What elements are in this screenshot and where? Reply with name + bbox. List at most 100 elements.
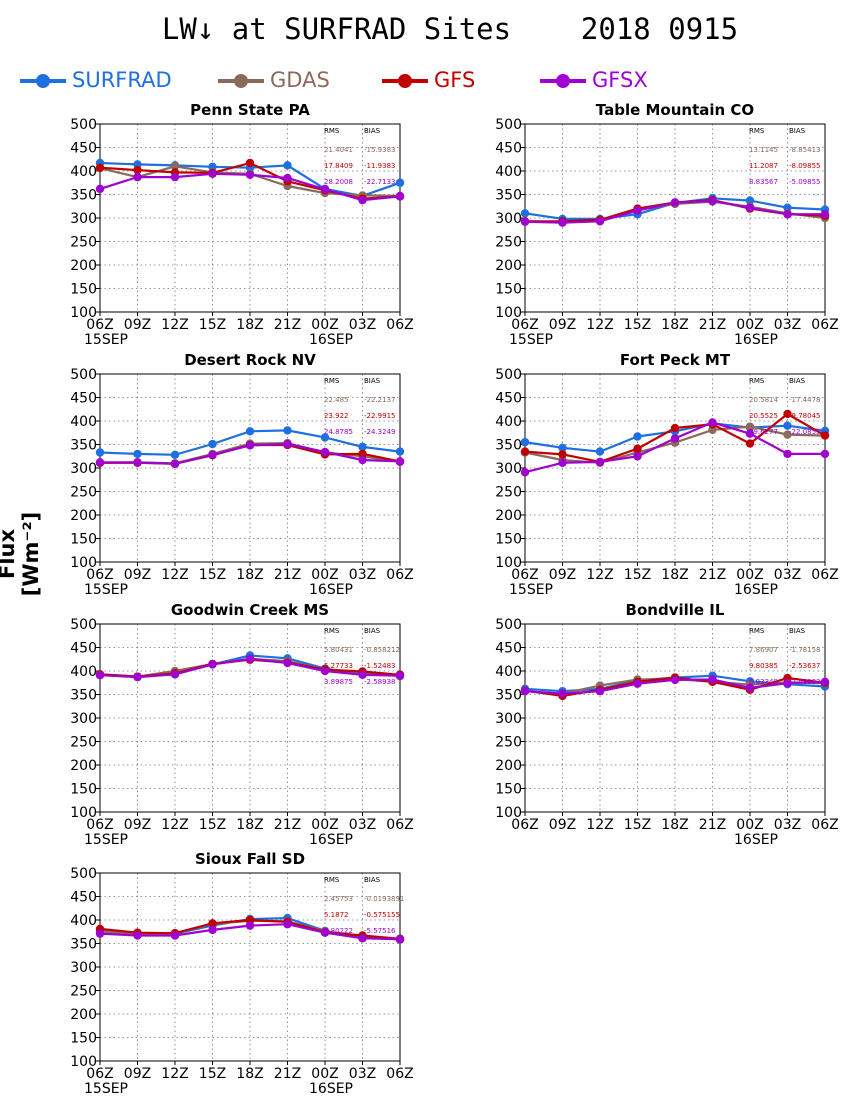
x-date-label: 16SEP	[309, 832, 353, 848]
data-point-gfsx	[820, 210, 830, 219]
x-tick-label: 15Z	[624, 567, 651, 583]
data-point-gfsx	[170, 670, 180, 679]
y-tick-label: 500	[495, 367, 522, 383]
data-point-gfsx	[395, 935, 405, 944]
x-tick-label: 09Z	[124, 317, 151, 333]
y-tick-label: 350	[70, 188, 97, 204]
x-tick-label: 09Z	[549, 317, 576, 333]
x-date-label: 15SEP	[84, 832, 128, 848]
x-tick-label: 12Z	[586, 817, 613, 833]
data-point-surfrad	[633, 432, 642, 441]
data-point-gfsx	[283, 658, 292, 668]
y-tick-label: 450	[70, 141, 97, 157]
x-tick-label: 03Z	[774, 317, 801, 333]
x-tick-label: 12Z	[161, 817, 188, 833]
data-point-gfsx	[208, 660, 217, 669]
y-tick-label: 100	[495, 305, 522, 321]
data-point-gfsx	[745, 203, 755, 212]
x-tick-label: 12Z	[161, 567, 188, 583]
y-tick-label: 400	[70, 913, 97, 929]
y-tick-label: 300	[70, 211, 97, 227]
stats-bias-gfs: -0.575155	[364, 911, 400, 919]
x-tick-label: 09Z	[549, 817, 576, 833]
data-point-surfrad	[745, 196, 755, 205]
x-date-label: 16SEP	[309, 582, 353, 598]
y-tick-label: 350	[495, 188, 522, 204]
data-point-gfsx	[670, 675, 680, 685]
data-point-gfsx	[358, 670, 367, 679]
y-tick-label: 450	[495, 391, 522, 407]
data-point-surfrad	[283, 161, 292, 170]
panel-title: Sioux Fall SD	[195, 850, 305, 868]
x-tick-label: 12Z	[586, 567, 613, 583]
data-point-gfsx	[633, 206, 642, 215]
data-point-surfrad	[95, 448, 105, 457]
y-tick-label: 200	[70, 258, 97, 274]
stats-rms-gdas: 13.1145	[749, 146, 778, 154]
x-tick-label: 12Z	[161, 317, 188, 333]
data-point-surfrad	[133, 449, 142, 459]
data-point-surfrad	[520, 209, 530, 218]
stats-header-bias: BIAS	[789, 627, 806, 635]
y-tick-label: 200	[495, 758, 522, 774]
y-tick-label: 150	[70, 532, 97, 548]
stats-header-bias: BIAS	[364, 377, 381, 385]
data-point-gfsx	[358, 195, 367, 205]
y-tick-label: 250	[70, 735, 97, 751]
x-tick-label: 15Z	[624, 317, 651, 333]
stats-bias-gfs: -11.9383	[364, 162, 395, 170]
y-tick-label: 100	[70, 805, 97, 821]
data-point-gfsx	[520, 687, 530, 696]
y-tick-label: 350	[70, 688, 97, 704]
x-tick-label: 03Z	[349, 317, 376, 333]
data-point-gfs	[358, 449, 367, 459]
stats-rms-gfsx: 29.6277	[749, 428, 778, 436]
data-point-gfsx	[558, 689, 567, 698]
data-point-surfrad	[595, 447, 605, 456]
data-point-gfs	[133, 165, 142, 175]
data-point-gfs	[745, 439, 755, 448]
data-point-surfrad	[320, 433, 330, 442]
data-point-surfrad	[520, 437, 530, 447]
data-point-gfsx	[708, 418, 717, 427]
x-tick-label: 03Z	[774, 567, 801, 583]
y-tick-label: 300	[70, 461, 97, 477]
legend-swatch-surfrad	[20, 74, 66, 88]
panel-title: Desert Rock NV	[184, 351, 316, 369]
x-date-label: 15SEP	[509, 582, 553, 598]
stats-bias-gfsx: -22.7133	[364, 178, 395, 186]
x-tick-label: 21Z	[699, 317, 726, 333]
y-tick-label: 150	[495, 532, 522, 548]
stats-bias-gfsx: -24.3249	[364, 428, 395, 436]
y-tick-label: 300	[70, 711, 97, 727]
data-point-gfsx	[208, 169, 217, 179]
x-date-label: 15SEP	[84, 332, 128, 348]
y-tick-label: 400	[70, 164, 97, 180]
stats-rms-gfs: 9.80385	[749, 662, 778, 670]
stats-header-rms: RMS	[324, 127, 340, 135]
data-point-gfs	[633, 444, 642, 453]
data-point-gfsx	[633, 452, 642, 461]
data-point-gdas	[170, 162, 180, 171]
data-point-surfrad	[558, 443, 567, 452]
stats-bias-gdas: -0.858212	[364, 646, 400, 654]
x-tick-label: 12Z	[586, 317, 613, 333]
panel-title: Bondville IL	[626, 601, 725, 619]
data-point-gfsx	[558, 458, 567, 468]
legend-label-gfsx: GFSX	[592, 68, 648, 92]
stats-rms-gfs: 20.5525	[749, 412, 778, 420]
y-tick-label: 350	[495, 688, 522, 704]
stats-header-rms: RMS	[324, 377, 340, 385]
panel-title: Goodwin Creek MS	[171, 601, 329, 619]
data-point-gfsx	[595, 217, 605, 226]
x-tick-label: 06Z	[386, 317, 413, 333]
panel-title: Fort Peck MT	[620, 351, 731, 369]
y-tick-label: 300	[495, 711, 522, 727]
x-tick-label: 00Z	[736, 567, 763, 583]
y-tick-label: 400	[495, 164, 522, 180]
x-tick-label: 06Z	[511, 317, 538, 333]
stats-bias-gfs: -22.9915	[364, 412, 395, 420]
x-tick-label: 21Z	[274, 567, 301, 583]
x-tick-label: 06Z	[386, 817, 413, 833]
data-point-gfsx	[320, 185, 330, 194]
